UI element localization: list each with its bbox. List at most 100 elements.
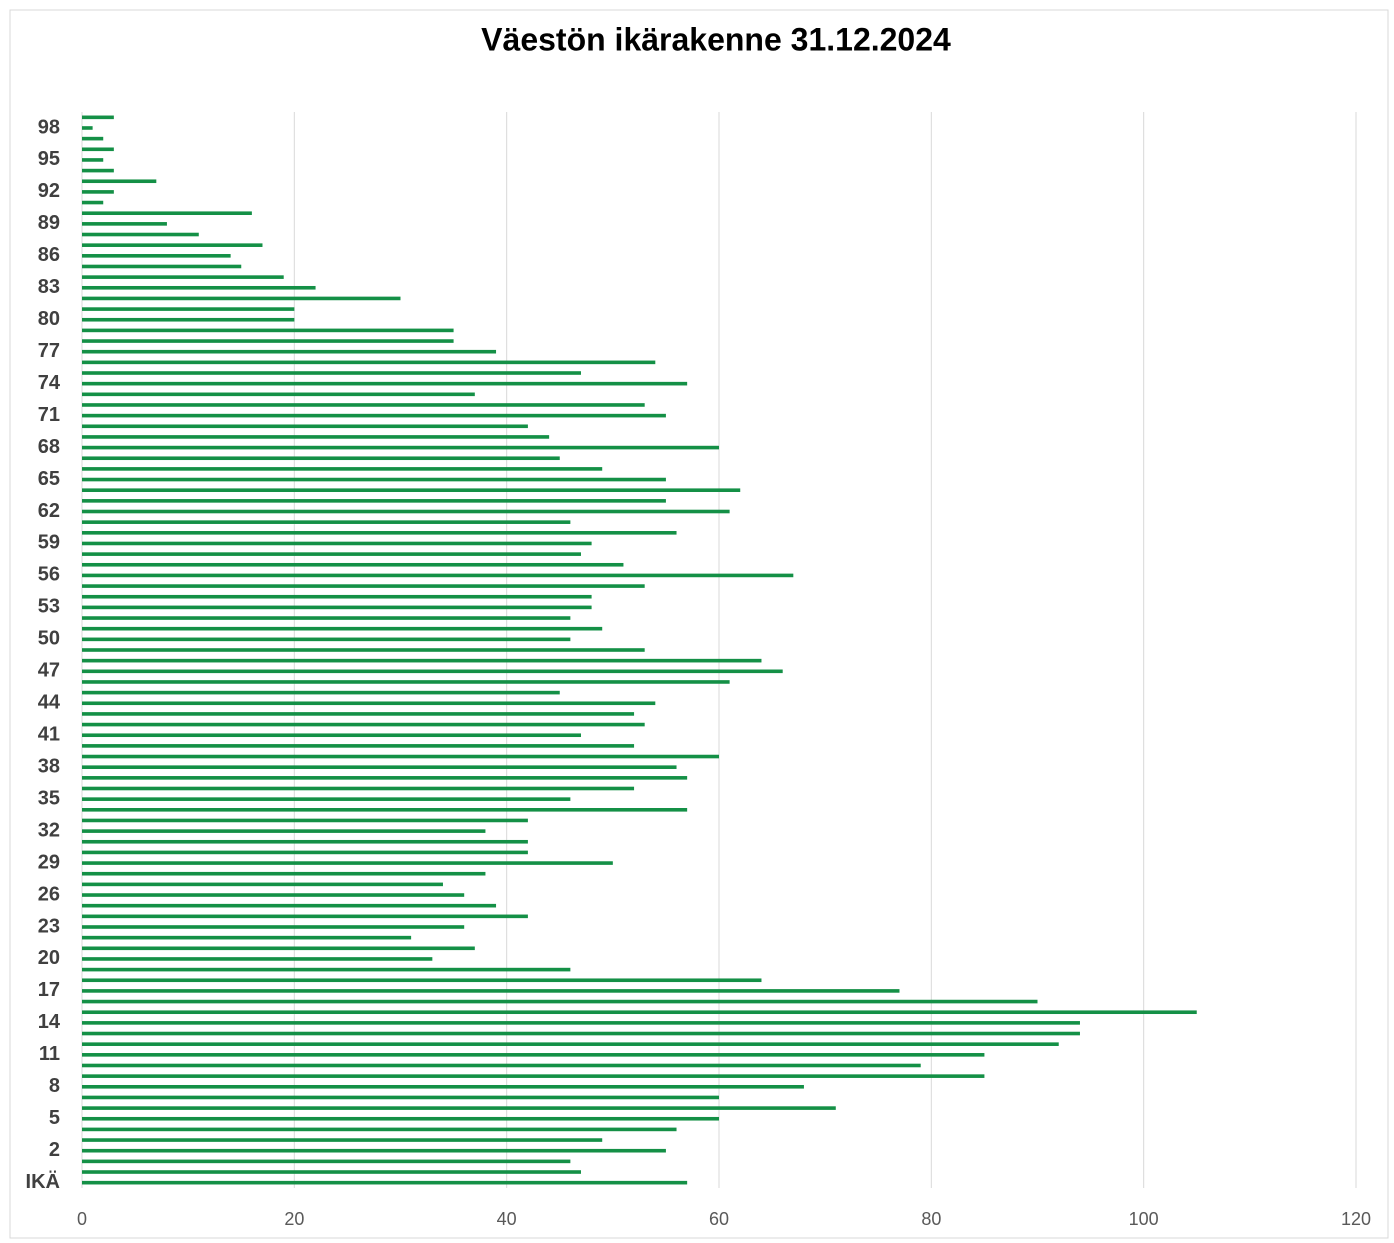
y-tick-label: 59 xyxy=(38,532,60,554)
bar xyxy=(82,637,571,642)
bar xyxy=(82,584,645,588)
bar xyxy=(82,339,454,343)
y-tick-label: 65 xyxy=(38,468,60,490)
x-tick-label: 40 xyxy=(497,1209,517,1229)
bar xyxy=(82,616,571,620)
bar xyxy=(82,264,242,269)
bar xyxy=(82,808,688,812)
x-tick-label: 60 xyxy=(709,1209,729,1229)
y-tick-label: 53 xyxy=(38,596,60,618)
bar xyxy=(82,925,465,929)
bar xyxy=(82,797,571,801)
bar xyxy=(82,978,762,983)
bar xyxy=(82,722,645,727)
bar xyxy=(82,456,560,461)
bar xyxy=(82,1021,1080,1025)
bar xyxy=(82,509,730,514)
bar xyxy=(82,360,656,365)
bar xyxy=(82,552,581,556)
y-tick-label: 86 xyxy=(38,244,60,266)
y-tick-label: 98 xyxy=(38,116,60,138)
bar xyxy=(82,648,645,652)
bar xyxy=(82,243,263,247)
bar xyxy=(82,467,603,471)
y-tick-label: 62 xyxy=(38,500,60,522)
bar xyxy=(82,989,900,993)
y-tick-label: 32 xyxy=(38,819,60,841)
y-tick-label: 50 xyxy=(38,628,60,650)
y-tick-label: 8 xyxy=(49,1075,60,1097)
bar xyxy=(82,829,486,833)
bar xyxy=(82,285,316,290)
bar xyxy=(82,935,412,940)
bar xyxy=(82,690,560,695)
bar xyxy=(82,317,295,322)
y-tick-label: 68 xyxy=(38,436,60,458)
y-tick-label: 17 xyxy=(38,979,60,1001)
bar xyxy=(82,957,433,961)
bar xyxy=(82,520,571,524)
bar xyxy=(82,445,719,450)
bar xyxy=(82,488,741,492)
bar xyxy=(82,1031,1080,1036)
bar xyxy=(82,882,443,887)
bar xyxy=(82,1042,1059,1046)
y-tick-label: 71 xyxy=(38,404,60,426)
y-tick-label: 20 xyxy=(38,947,60,969)
bar xyxy=(82,712,635,716)
chart-title: Väestön ikärakenne 31.12.2024 xyxy=(481,21,951,57)
bar xyxy=(82,168,114,173)
bar xyxy=(82,179,157,184)
bar xyxy=(82,531,677,535)
bar xyxy=(82,914,528,919)
bar xyxy=(82,626,603,631)
bar xyxy=(82,733,581,738)
bar xyxy=(82,605,592,610)
bar xyxy=(82,967,571,972)
y-tick-label: 2 xyxy=(49,1139,60,1161)
y-tick-label: 95 xyxy=(38,148,60,170)
y-tick-label: 14 xyxy=(38,1011,61,1033)
y-tick-label: 23 xyxy=(38,915,60,937)
bar xyxy=(82,1116,719,1121)
bar xyxy=(82,850,528,855)
bar xyxy=(82,999,1038,1004)
bar xyxy=(82,232,199,237)
y-tick-label: 41 xyxy=(38,724,60,746)
y-tick-label: 5 xyxy=(49,1107,60,1129)
bar xyxy=(82,839,528,844)
bar xyxy=(82,1180,688,1185)
bar xyxy=(82,190,114,194)
bar xyxy=(82,1138,603,1142)
bar xyxy=(82,573,794,578)
y-tick-label: 80 xyxy=(38,308,60,330)
bar xyxy=(82,499,666,503)
bar xyxy=(82,680,730,684)
bar xyxy=(82,1159,571,1164)
y-tick-label: 44 xyxy=(38,692,61,714)
y-tick-label: 89 xyxy=(38,212,60,234)
bar xyxy=(82,477,666,482)
bar xyxy=(82,754,719,759)
y-tick-label: 29 xyxy=(38,851,60,873)
bar xyxy=(82,254,231,258)
bar xyxy=(82,1170,581,1174)
bar xyxy=(82,435,550,439)
bar xyxy=(82,115,114,120)
x-tick-label: 80 xyxy=(921,1209,941,1229)
y-tick-label: 47 xyxy=(38,660,60,682)
x-tick-label: 20 xyxy=(284,1209,304,1229)
bar xyxy=(82,328,454,333)
bar xyxy=(82,744,635,748)
bar xyxy=(82,701,656,706)
bar xyxy=(82,1074,985,1078)
y-tick-label: 77 xyxy=(38,340,60,362)
bar xyxy=(82,200,104,205)
bar xyxy=(82,392,475,397)
bar xyxy=(82,893,465,897)
bar xyxy=(82,424,528,429)
bar xyxy=(82,1063,921,1068)
bar xyxy=(82,1053,985,1057)
y-tick-label: 92 xyxy=(38,180,60,202)
bar xyxy=(82,307,295,311)
